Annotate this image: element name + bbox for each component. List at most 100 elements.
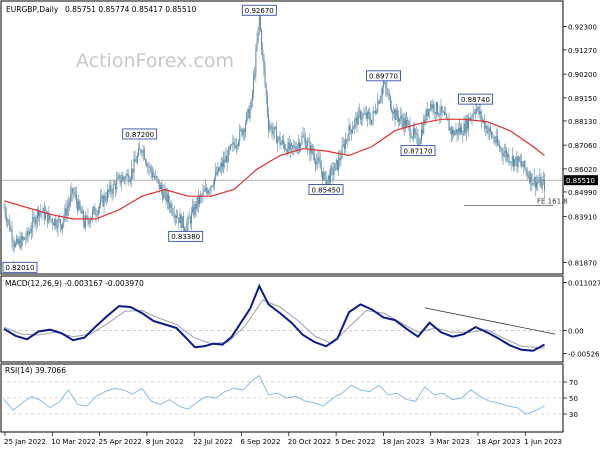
candle-body <box>473 112 475 114</box>
candle-body <box>403 117 405 128</box>
candle-body <box>500 148 502 149</box>
candle-body <box>192 206 194 213</box>
candle-body <box>434 112 436 114</box>
annotation-box <box>458 93 493 105</box>
candle-body <box>291 143 292 146</box>
candle-body <box>365 112 367 119</box>
candle-body <box>115 184 117 190</box>
candle-body <box>111 192 113 194</box>
candle-body <box>470 117 472 121</box>
candle-body <box>94 207 96 215</box>
candle-body <box>52 223 54 226</box>
candle-body <box>180 214 182 228</box>
candle-body <box>69 202 71 205</box>
rsi-guide-lines <box>1 381 563 415</box>
candle-body <box>139 148 141 150</box>
candle-body <box>44 213 46 220</box>
date-tick-label: 25 Apr 2022 <box>99 438 142 446</box>
candle-body <box>242 129 244 136</box>
macd-title: MACD(12,26,9) -0.003167 -0.003970 <box>5 279 144 288</box>
candle-body <box>199 196 200 204</box>
candle-body <box>460 127 462 133</box>
candle-body <box>320 168 322 172</box>
candle-body <box>170 204 172 208</box>
candle-body <box>427 108 429 117</box>
candle-body <box>327 175 329 180</box>
candle-body <box>84 221 85 228</box>
price-tick-label: 0.89150 <box>568 95 597 103</box>
candle-body <box>435 102 437 114</box>
candle-body <box>263 55 265 69</box>
candle-body <box>109 184 111 192</box>
candle-body <box>47 211 49 223</box>
candle-body <box>100 198 102 206</box>
annotation-box <box>2 261 38 273</box>
candle-body <box>98 205 100 209</box>
candle-body <box>502 152 504 157</box>
candle-body <box>255 49 257 74</box>
candle-body <box>222 163 223 167</box>
candle-body <box>57 218 59 229</box>
candle-body <box>281 140 283 144</box>
price-annotations: 0.82010 0.87200 0.83380 0.92670 0.85450 0.897… <box>2 4 493 273</box>
candle-body <box>279 136 281 145</box>
candle-body <box>48 213 50 223</box>
candle-body <box>519 161 521 162</box>
candle-body <box>374 111 376 114</box>
candle-body <box>378 101 380 104</box>
candle-body <box>80 208 82 214</box>
candle-body <box>164 189 166 192</box>
annotation-label: 0.82010 <box>6 264 35 272</box>
candle-body <box>278 136 280 139</box>
candle-body <box>155 176 157 178</box>
candle-body <box>496 136 498 144</box>
candle-body <box>251 93 253 101</box>
candle-body <box>454 132 456 136</box>
candle-body <box>248 109 250 119</box>
candle-body <box>415 133 417 134</box>
candle-body <box>148 165 150 168</box>
candle-body <box>218 167 220 172</box>
last-price-background <box>564 175 598 186</box>
candle-body <box>220 163 222 168</box>
candle-body <box>58 218 60 220</box>
candle-body <box>388 93 390 96</box>
candle-body <box>386 87 388 94</box>
candle-body <box>103 195 105 206</box>
candle-body <box>270 125 272 127</box>
candle-body <box>228 148 230 149</box>
candle-body <box>292 145 294 148</box>
candle-body <box>265 84 267 97</box>
candle-body <box>409 124 411 137</box>
candle-body <box>372 111 374 120</box>
candle-body <box>257 27 259 41</box>
rsi-tick-label: 70 <box>569 379 578 387</box>
candle-body <box>289 143 291 150</box>
candle-body <box>516 156 518 168</box>
candle-body <box>149 166 151 168</box>
candle-body <box>141 152 143 154</box>
candle-body <box>368 111 370 115</box>
candle-body <box>334 163 336 171</box>
candle-body <box>481 119 483 121</box>
candle-body <box>243 129 245 132</box>
candle-body <box>402 120 404 128</box>
candle-body <box>484 120 486 129</box>
candle-body <box>112 183 114 194</box>
candle-body <box>494 140 496 143</box>
candle-body <box>517 156 519 168</box>
candle-body <box>478 107 480 115</box>
candle-body <box>258 17 260 28</box>
candle-body <box>487 131 489 134</box>
candle-body <box>348 125 350 141</box>
candle-body <box>380 95 382 99</box>
candle-body <box>219 167 221 172</box>
candle-body <box>163 191 165 199</box>
candle-body <box>527 175 529 177</box>
candle-body <box>441 105 443 112</box>
candle-body <box>426 109 428 117</box>
candle-body <box>85 216 87 228</box>
annotation-box <box>308 184 344 195</box>
candle-body <box>379 98 381 104</box>
candle-body <box>319 161 321 169</box>
